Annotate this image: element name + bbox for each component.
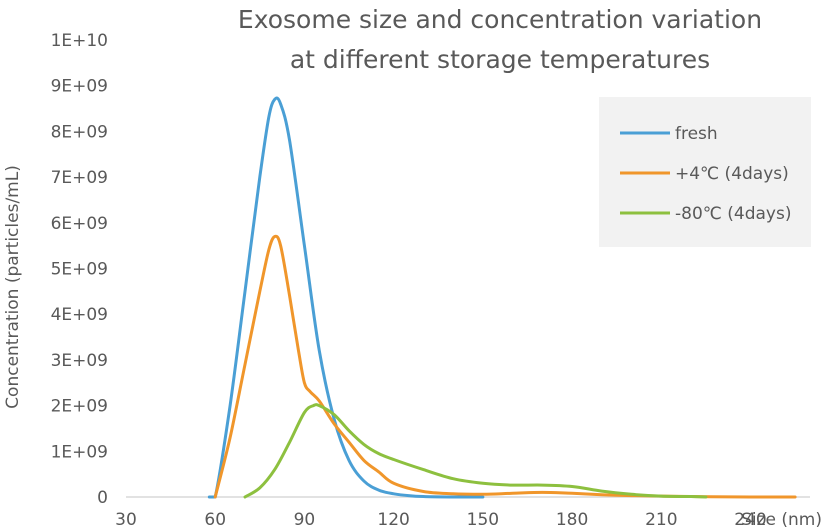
y-axis-title: Concentration (particles/mL) xyxy=(3,165,23,409)
series-lines xyxy=(207,96,797,499)
y-tick-label: 6E+09 xyxy=(51,214,108,234)
chart-title-line-1: Exosome size and concentration variation xyxy=(238,5,762,34)
y-tick-label: 9E+09 xyxy=(51,77,108,97)
legend: fresh +4℃ (4days) -80℃ (4days) xyxy=(599,97,811,247)
x-tick-label: 210 xyxy=(645,510,677,530)
x-tick-label: 240 xyxy=(734,510,766,530)
chart-title: Exosome size and concentration variation… xyxy=(238,5,762,74)
series-line-2 xyxy=(243,403,708,499)
y-tick-label: 1E+09 xyxy=(51,442,108,462)
x-tick-label: 90 xyxy=(294,510,316,530)
x-tick-label: 120 xyxy=(377,510,409,530)
series-line-1 xyxy=(213,234,797,499)
y-axis-ticks: 0 1E+09 2E+09 3E+09 4E+09 5E+09 6E+09 7E+09 8E+0… xyxy=(51,31,108,508)
y-tick-label: 3E+09 xyxy=(51,351,108,371)
chart-title-line-2: at different storage temperatures xyxy=(290,45,710,74)
x-axis-title: Size (nm) xyxy=(741,510,822,530)
x-tick-label: 60 xyxy=(204,510,226,530)
y-tick-label: 1E+10 xyxy=(51,31,108,51)
y-tick-label: 2E+09 xyxy=(51,397,108,417)
y-tick-label: 4E+09 xyxy=(51,305,108,325)
legend-label: -80℃ (4days) xyxy=(675,204,791,224)
x-tick-label: 180 xyxy=(556,510,588,530)
series-line-0 xyxy=(207,96,485,499)
y-tick-label: 7E+09 xyxy=(51,168,108,188)
legend-label: fresh xyxy=(675,124,718,144)
y-tick-label: 5E+09 xyxy=(51,260,108,280)
x-tick-label: 150 xyxy=(467,510,499,530)
y-tick-label: 0 xyxy=(97,488,108,508)
x-tick-label: 30 xyxy=(115,510,137,530)
y-tick-label: 8E+09 xyxy=(51,122,108,142)
legend-label: +4℃ (4days) xyxy=(675,164,789,184)
x-axis-ticks: 30 60 90 120 150 180 210 240 xyxy=(115,510,767,530)
